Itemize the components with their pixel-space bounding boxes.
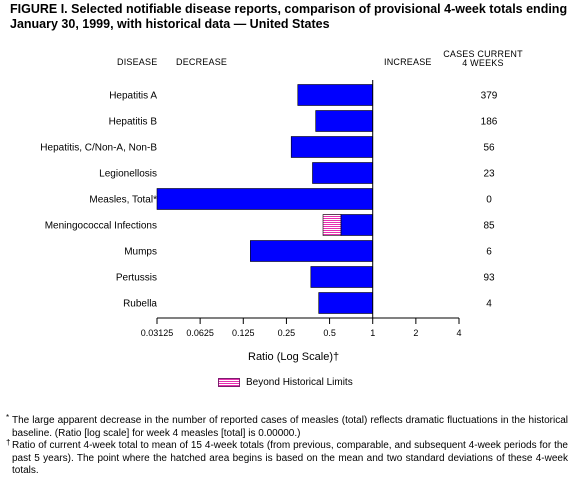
bar	[250, 240, 374, 262]
legend-label: Beyond Historical Limits	[246, 377, 353, 388]
cases-value: 0	[486, 195, 492, 206]
cases-value: 186	[481, 117, 498, 128]
footnotes: * The large apparent decrease in the num…	[6, 413, 568, 478]
footnote-mark: †	[6, 438, 11, 447]
legend: Beyond Historical Limits	[218, 377, 353, 388]
cases-value: 6	[486, 247, 492, 258]
figure-title: FIGURE I. Selected notifiable disease re…	[10, 2, 568, 31]
footnote-ratio: † Ratio of current 4-week total to mean …	[6, 438, 568, 478]
footnote-text: Ratio of current 4-week total to mean of…	[12, 440, 568, 476]
category-label: Mumps	[124, 247, 157, 258]
hatch-segment	[322, 214, 342, 236]
cases-value: 23	[483, 169, 495, 180]
category-label: Hepatitis, C/Non-A, Non-B	[40, 143, 157, 154]
cases-value: 379	[481, 91, 498, 102]
x-tick-label: 1	[370, 328, 375, 338]
cases-value: 4	[486, 299, 492, 310]
x-tick-label: 0.03125	[141, 328, 174, 338]
axis-layer: 0.03125 0.0625 0.125 0.25 0.5 1 2 4	[141, 80, 462, 338]
category-label: Legionellosis	[99, 169, 157, 180]
x-tick-label: 4	[456, 328, 461, 338]
category-label: Rubella	[123, 299, 157, 310]
legend-hatch-swatch	[218, 378, 240, 387]
bar	[310, 266, 374, 288]
bar	[297, 84, 374, 106]
category-label: Hepatitis A	[109, 91, 157, 102]
category-label: Hepatitis B	[109, 117, 158, 128]
bar	[312, 162, 374, 184]
cases-header-line2: 4 WEEKS	[462, 58, 504, 68]
x-tick-label: 0.125	[232, 328, 255, 338]
bar	[290, 136, 374, 158]
footnote-mark: *	[6, 413, 10, 422]
category-label: Meningococcal Infections	[45, 221, 157, 232]
decrease-header: DECREASE	[176, 57, 228, 67]
x-tick-label: 0.0625	[186, 328, 214, 338]
category-label: Measles, Total*	[89, 195, 157, 206]
cases-value: 93	[483, 273, 495, 284]
cases-header-line1: CASES CURRENT	[443, 49, 523, 59]
x-axis-title: Ratio (Log Scale)†	[248, 351, 340, 363]
x-tick-label: 0.25	[278, 328, 296, 338]
labels-layer: Hepatitis A 379 Hepatitis B 186 Hepatitis, C…	[40, 91, 497, 310]
increase-header: INCREASE	[384, 57, 432, 67]
cases-value: 85	[483, 221, 495, 232]
footnote-text: The large apparent decrease in the numbe…	[12, 415, 568, 439]
cases-value: 56	[483, 143, 495, 154]
x-tick-label: 2	[413, 328, 418, 338]
bar	[315, 110, 374, 132]
bar	[340, 214, 374, 236]
bar	[156, 188, 374, 210]
category-label: Pertussis	[116, 273, 157, 284]
bar	[318, 292, 374, 314]
disease-header: DISEASE	[117, 57, 158, 67]
footnote-measles: * The large apparent decrease in the num…	[6, 413, 568, 440]
cases-header: CASES CURRENT 4 WEEKS	[438, 50, 528, 68]
x-tick-label: 0.5	[323, 328, 336, 338]
bars-layer	[156, 84, 374, 314]
